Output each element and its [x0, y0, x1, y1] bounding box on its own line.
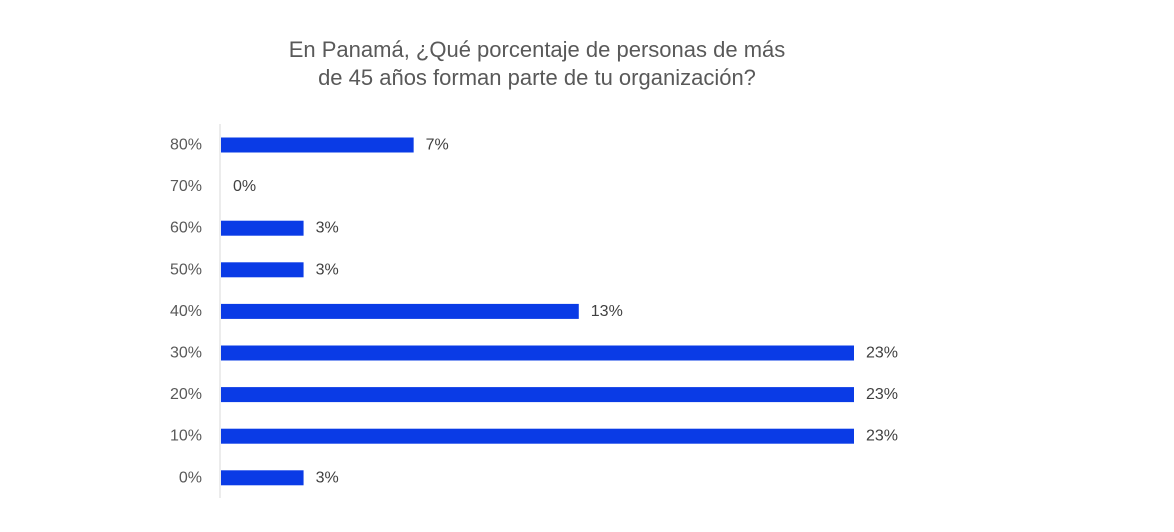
y-tick-label: 50%	[170, 261, 202, 278]
bar-value-label: 3%	[316, 469, 339, 486]
chart-title-line-2: de 45 años forman parte de tu organizaci…	[318, 65, 756, 90]
bar-value-label: 23%	[866, 345, 898, 362]
bar	[221, 262, 304, 278]
bar	[221, 470, 304, 486]
bar-value-label: 23%	[866, 386, 898, 403]
y-tick-label: 60%	[170, 220, 202, 237]
y-tick-label: 20%	[170, 386, 202, 403]
bar-value-label: 3%	[316, 220, 339, 237]
y-tick-label: 30%	[170, 345, 202, 362]
bar-value-label: 23%	[866, 428, 898, 445]
y-tick-label: 70%	[170, 178, 202, 195]
bar	[221, 428, 854, 444]
y-tick-label: 40%	[170, 303, 202, 320]
bar	[221, 387, 854, 403]
bar	[221, 220, 304, 236]
chart-title-line-1: En Panamá, ¿Qué porcentaje de personas d…	[288, 37, 786, 62]
bar	[221, 303, 579, 319]
bar-value-label: 3%	[316, 261, 339, 278]
y-tick-label: 80%	[170, 137, 202, 154]
bar-value-label: 13%	[591, 303, 623, 320]
y-tick-label: 0%	[179, 469, 202, 486]
bar-value-label: 7%	[426, 137, 449, 154]
chart-title: En Panamá, ¿Qué porcentaje de personas d…	[0, 36, 1074, 92]
bar-value-label: 0%	[233, 178, 256, 195]
bar	[221, 137, 414, 153]
y-tick-label: 10%	[170, 428, 202, 445]
bar	[221, 345, 854, 361]
